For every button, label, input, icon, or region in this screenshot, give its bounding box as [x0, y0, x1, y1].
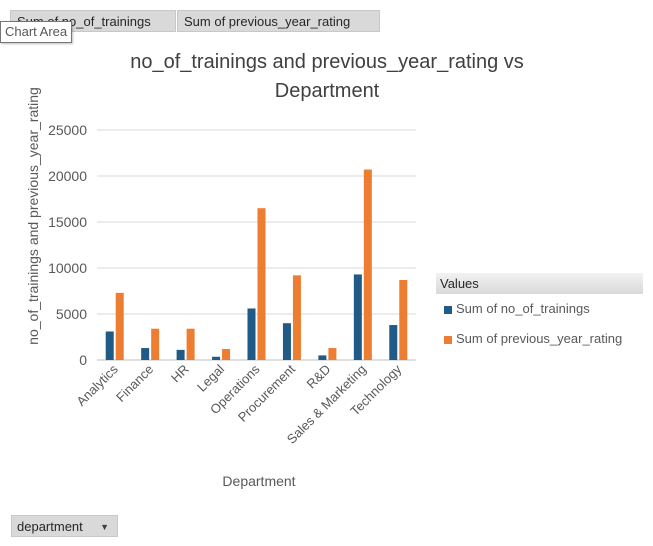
bar-no-of-trainings-procurement[interactable] [282, 323, 291, 360]
chart-area-tooltip: Chart Area [0, 21, 73, 43]
bar-previous-year-rating-technology[interactable] [399, 279, 408, 360]
y-tick-label: 10000 [48, 260, 87, 276]
bar-no-of-trainings-technology[interactable] [389, 325, 398, 360]
bar-no-of-trainings-legal[interactable] [212, 356, 221, 360]
y-tick-label: 15000 [48, 214, 87, 230]
y-axis-label: no_of_trainings and previous_year_rating [25, 87, 41, 345]
legend-label: Sum of no_of_trainings [456, 301, 590, 316]
legend-swatch-icon [444, 306, 452, 314]
bar-no-of-trainings-operations[interactable] [247, 308, 256, 360]
x-axis-label: Department [222, 473, 295, 489]
department-filter-label: department [17, 519, 83, 534]
bar-no-of-trainings-finance[interactable] [141, 348, 150, 360]
bar-previous-year-rating-sales-marketing[interactable] [363, 169, 372, 360]
bar-previous-year-rating-r-d[interactable] [328, 348, 337, 360]
y-tick-label: 25000 [48, 122, 87, 138]
bar-previous-year-rating-analytics[interactable] [115, 292, 124, 360]
bar-previous-year-rating-procurement[interactable] [292, 275, 301, 360]
dropdown-arrow-icon: ▼ [100, 522, 109, 532]
x-tick-label: Finance [113, 362, 156, 405]
x-tick-label: Operations [207, 361, 263, 417]
x-tick-label: Analytics [73, 361, 121, 409]
x-tick-label: R&D [303, 362, 333, 392]
bar-no-of-trainings-analytics[interactable] [105, 331, 114, 360]
bar-no-of-trainings-hr[interactable] [176, 349, 185, 360]
bar-no-of-trainings-sales-marketing[interactable] [353, 274, 362, 360]
legend-header[interactable]: Values [436, 273, 643, 294]
bar-previous-year-rating-operations[interactable] [257, 208, 266, 360]
department-filter-button[interactable]: department ▼ [11, 515, 118, 537]
x-tick-label: Sales & Marketing [284, 362, 369, 447]
bar-previous-year-rating-legal[interactable] [222, 348, 231, 360]
y-tick-label: 5000 [56, 306, 87, 322]
bar-previous-year-rating-finance[interactable] [151, 328, 160, 360]
legend-label: Sum of previous_year_rating [456, 331, 623, 346]
field-button-previous-year-rating[interactable]: Sum of previous_year_rating [177, 10, 380, 32]
chart-title: no_of_trainings and previous_year_rating… [130, 51, 524, 102]
x-tick-label: HR [168, 362, 192, 386]
legend-item-no-of-trainings[interactable]: Sum of no_of_trainings [436, 294, 643, 324]
legend-swatch-icon [444, 336, 452, 344]
x-tick-label: Procurement [235, 361, 299, 425]
y-tick-label: 0 [79, 352, 87, 368]
x-tick-label: Technology [347, 361, 404, 418]
bar-no-of-trainings-r-d[interactable] [318, 355, 327, 360]
legend: Values Sum of no_of_trainings Sum of pre… [436, 273, 643, 354]
x-tick-label: Legal [194, 361, 227, 394]
y-tick-label: 20000 [48, 168, 87, 184]
bar-previous-year-rating-hr[interactable] [186, 328, 195, 360]
legend-item-previous-year-rating[interactable]: Sum of previous_year_rating [436, 324, 643, 354]
